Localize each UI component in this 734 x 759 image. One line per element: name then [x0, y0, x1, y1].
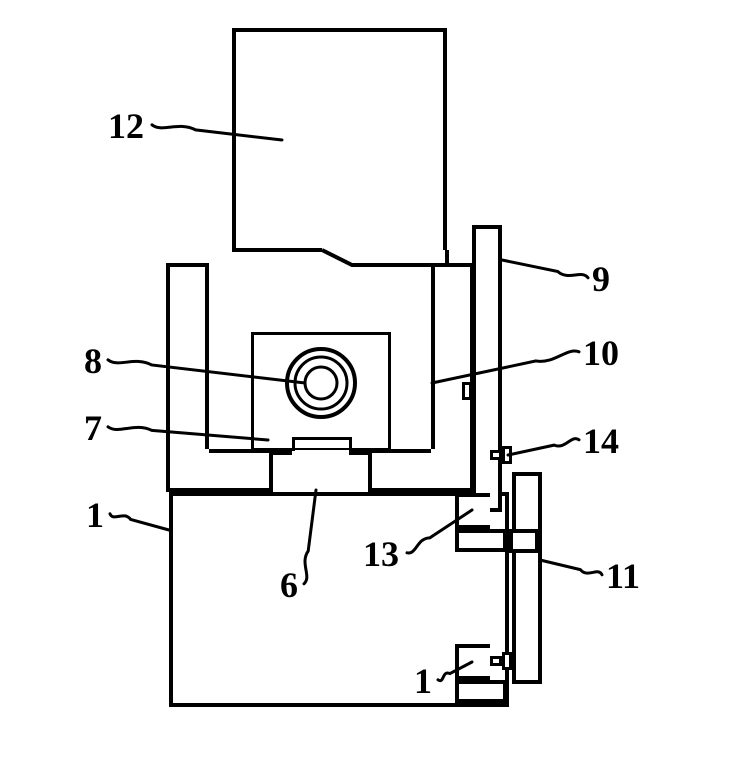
part-small-plate: [512, 472, 542, 684]
label-1b: 1: [414, 660, 432, 702]
part-coupler-top: [502, 446, 512, 464]
part-mount-block: [251, 332, 391, 451]
part-housing-top-inner: [455, 529, 507, 552]
part-coupler-rod-bot: [490, 656, 502, 666]
part-coupler-bot: [502, 652, 512, 670]
label-9: 9: [592, 258, 610, 300]
part-plinth: [269, 451, 372, 492]
part-big-plate: [472, 225, 502, 512]
label-11: 11: [606, 555, 640, 597]
label-7: 7: [84, 407, 102, 449]
part-coupler-rod-top: [490, 450, 502, 460]
label-6: 6: [280, 564, 298, 606]
label-14: 14: [583, 420, 619, 462]
label-8: 8: [84, 340, 102, 382]
label-12: 12: [108, 105, 144, 147]
part-side-stub: [509, 529, 539, 553]
label-1a: 1: [86, 494, 104, 536]
part-housing-bot-inner: [455, 680, 507, 703]
part-housing-top: [455, 493, 490, 529]
part-big-plate-tab: [462, 382, 472, 400]
label-10: 10: [583, 332, 619, 374]
label-13: 13: [363, 533, 399, 575]
part-top-block: [232, 28, 447, 250]
diagram-canvas: { "canvas": { "width": 734, "height": 75…: [0, 0, 734, 759]
part-housing-bot: [455, 644, 490, 680]
